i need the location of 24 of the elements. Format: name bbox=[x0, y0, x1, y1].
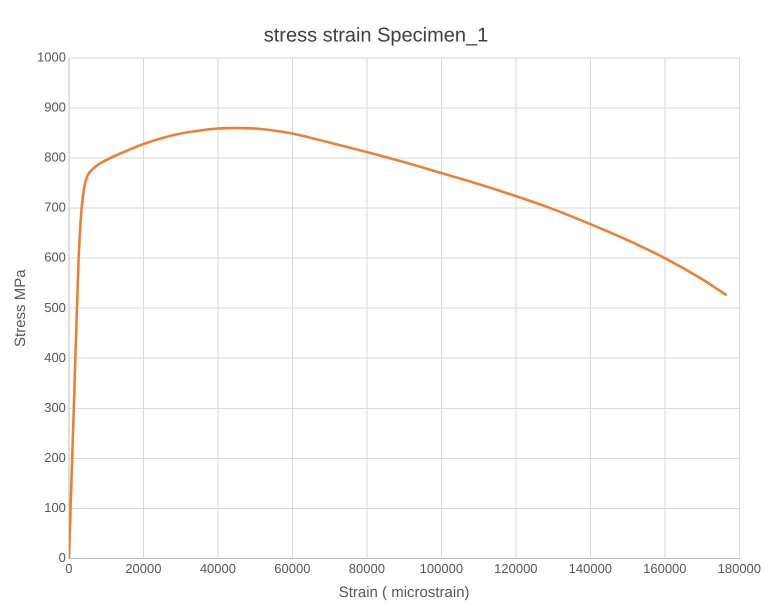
chart-title: stress strain Specimen_1 bbox=[264, 24, 488, 47]
y-tick-label: 700 bbox=[44, 200, 66, 215]
x-tick-label: 140000 bbox=[568, 560, 612, 576]
x-tick-label: 40000 bbox=[200, 560, 236, 576]
y-tick-label: 500 bbox=[44, 300, 66, 315]
y-tick-label: 800 bbox=[44, 150, 66, 165]
x-tick-label: 100000 bbox=[420, 560, 464, 576]
y-tick-label: 200 bbox=[44, 450, 66, 465]
line-series bbox=[68, 126, 728, 558]
y-tick-label: 300 bbox=[44, 400, 66, 415]
y-axis-title: Stress MPa bbox=[12, 268, 30, 347]
x-tick-label: 20000 bbox=[125, 560, 162, 576]
y-tick-label: 0 bbox=[58, 550, 66, 565]
x-tick-label: 60000 bbox=[274, 560, 310, 576]
y-tick-label: 600 bbox=[44, 250, 66, 265]
y-tick-label: 100 bbox=[44, 500, 66, 515]
x-tick-label: 180000 bbox=[718, 560, 762, 576]
y-tick-label: 400 bbox=[44, 350, 66, 365]
x-tick-label: 80000 bbox=[348, 560, 385, 576]
y-tick-label: 1000 bbox=[37, 50, 66, 65]
y-tick-label: 900 bbox=[44, 100, 66, 115]
x-tick-label: 160000 bbox=[643, 560, 687, 576]
x-axis-title: Strain ( microstrain) bbox=[338, 584, 470, 602]
x-tick-label: 120000 bbox=[494, 560, 538, 576]
